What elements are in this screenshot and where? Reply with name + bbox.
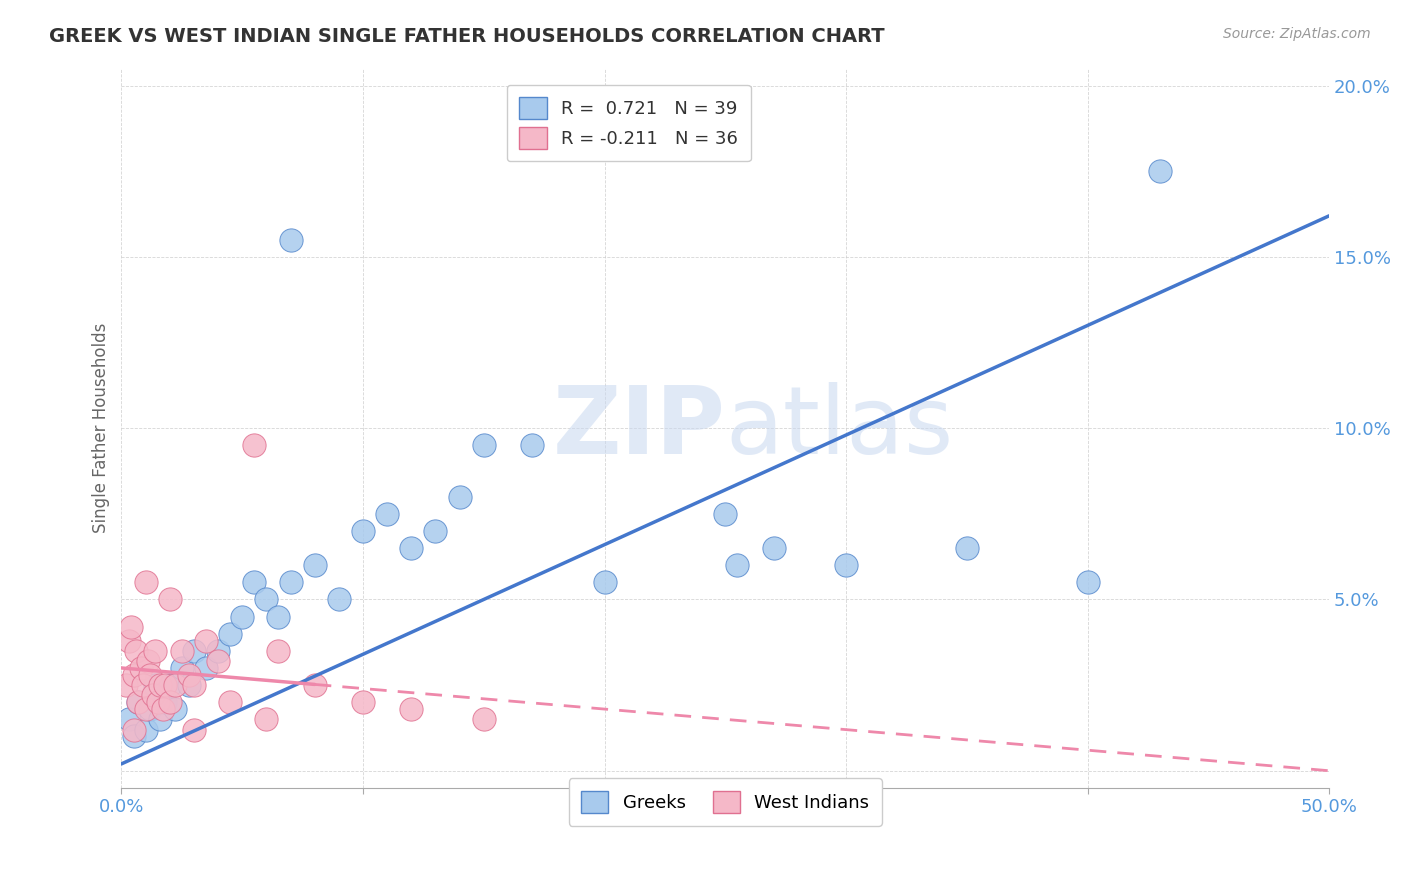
Text: ZIP: ZIP (553, 382, 725, 475)
Point (152, 702, 174, 716)
Point (163, 678, 186, 692)
Point (1077, 575, 1099, 590)
Text: atlas: atlas (725, 382, 953, 475)
Point (183, 644, 205, 658)
Point (267, 644, 290, 658)
Point (219, 626, 242, 640)
Point (122, 668, 145, 682)
Y-axis label: Single Father Households: Single Father Households (93, 323, 110, 533)
Point (127, 695, 149, 709)
Point (352, 524, 374, 538)
Point (254, 592, 277, 607)
Point (135, 575, 157, 590)
Point (472, 712, 495, 726)
Point (139, 668, 162, 682)
Point (375, 507, 398, 521)
Point (170, 661, 193, 675)
Point (401, 541, 423, 555)
Point (118, 633, 141, 648)
Point (142, 689, 165, 703)
Point (127, 695, 149, 709)
Point (122, 730, 145, 744)
Point (401, 702, 423, 716)
Point (135, 702, 157, 716)
Point (177, 678, 200, 692)
Point (195, 661, 218, 675)
Point (762, 541, 785, 555)
Point (267, 609, 290, 624)
Point (254, 712, 277, 726)
Point (159, 592, 181, 607)
Point (304, 558, 326, 573)
Point (956, 541, 979, 555)
Point (115, 678, 138, 692)
Point (120, 620, 142, 634)
Point (146, 695, 169, 709)
Point (1149, 164, 1171, 178)
Point (243, 438, 266, 452)
Point (207, 654, 229, 668)
Point (170, 644, 193, 658)
Point (132, 678, 155, 692)
Point (153, 678, 176, 692)
Point (725, 558, 748, 573)
Point (118, 712, 141, 726)
Point (159, 678, 181, 692)
Point (593, 575, 616, 590)
Point (835, 558, 858, 573)
Point (328, 592, 350, 607)
Point (449, 490, 471, 504)
Point (714, 507, 737, 521)
Point (195, 633, 218, 648)
Point (153, 695, 176, 709)
Point (139, 702, 162, 716)
Point (243, 575, 266, 590)
Point (231, 609, 253, 624)
Point (520, 438, 543, 452)
Point (177, 668, 200, 682)
Point (304, 678, 326, 692)
Point (219, 695, 242, 709)
Point (135, 723, 157, 737)
Point (129, 661, 152, 675)
Point (472, 438, 495, 452)
Point (159, 695, 181, 709)
Point (136, 654, 159, 668)
Legend: Greeks, West Indians: Greeks, West Indians (568, 779, 882, 826)
Point (143, 678, 166, 692)
Point (149, 678, 172, 692)
Point (352, 695, 374, 709)
Point (122, 723, 145, 737)
Text: Source: ZipAtlas.com: Source: ZipAtlas.com (1223, 27, 1371, 41)
Text: GREEK VS WEST INDIAN SINGLE FATHER HOUSEHOLDS CORRELATION CHART: GREEK VS WEST INDIAN SINGLE FATHER HOUSE… (49, 27, 884, 45)
Point (425, 524, 447, 538)
Point (143, 644, 166, 658)
Point (125, 644, 148, 658)
Point (183, 723, 205, 737)
Point (207, 644, 229, 658)
Point (183, 678, 205, 692)
Point (280, 575, 302, 590)
Point (280, 233, 302, 247)
Point (163, 702, 186, 716)
Point (149, 712, 172, 726)
